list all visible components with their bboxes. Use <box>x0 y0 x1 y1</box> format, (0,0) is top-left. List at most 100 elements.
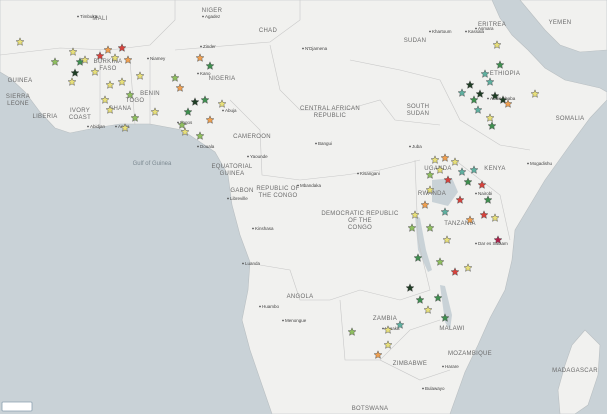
site-marker[interactable] <box>407 223 417 232</box>
site-marker[interactable] <box>498 95 508 104</box>
site-marker[interactable] <box>413 253 423 262</box>
country-label: CENTRAL AFRICAN REPUBLIC <box>300 106 360 119</box>
site-marker[interactable] <box>435 257 445 266</box>
site-marker[interactable] <box>485 77 495 86</box>
map-control[interactable] <box>1 401 33 412</box>
site-marker[interactable] <box>117 77 127 86</box>
site-marker[interactable] <box>395 320 405 329</box>
site-marker[interactable] <box>130 113 140 122</box>
site-marker[interactable] <box>135 71 145 80</box>
site-marker[interactable] <box>347 327 357 336</box>
site-marker[interactable] <box>440 207 450 216</box>
city-dot <box>429 30 431 33</box>
site-marker[interactable] <box>480 69 490 78</box>
site-marker[interactable] <box>469 165 479 174</box>
site-marker[interactable] <box>455 195 465 204</box>
site-marker[interactable] <box>487 121 497 130</box>
site-marker[interactable] <box>483 195 493 204</box>
site-marker[interactable] <box>479 210 489 219</box>
site-marker[interactable] <box>195 131 205 140</box>
country-label: BURKINA FASO <box>94 59 123 72</box>
site-marker[interactable] <box>217 99 227 108</box>
site-marker[interactable] <box>450 267 460 276</box>
site-marker[interactable] <box>90 67 100 76</box>
site-marker[interactable] <box>80 55 90 64</box>
site-marker[interactable] <box>425 170 435 179</box>
site-marker[interactable] <box>443 175 453 184</box>
site-marker[interactable] <box>383 340 393 349</box>
site-marker[interactable] <box>383 325 393 334</box>
country-label: GUINEA <box>8 78 33 84</box>
site-marker[interactable] <box>125 90 135 99</box>
city-label: N'Djamena <box>305 46 328 51</box>
site-marker[interactable] <box>530 89 540 98</box>
site-marker[interactable] <box>435 165 445 174</box>
site-marker[interactable] <box>425 223 435 232</box>
site-marker[interactable] <box>68 47 78 56</box>
site-marker[interactable] <box>373 350 383 359</box>
site-marker[interactable] <box>430 155 440 164</box>
site-marker[interactable] <box>425 185 435 194</box>
site-marker[interactable] <box>183 107 193 116</box>
country-label: CAMEROON <box>233 134 271 140</box>
site-marker[interactable] <box>150 107 160 116</box>
site-marker[interactable] <box>490 91 500 100</box>
site-marker[interactable] <box>103 45 113 54</box>
site-marker[interactable] <box>105 105 115 114</box>
site-marker[interactable] <box>410 210 420 219</box>
site-marker[interactable] <box>485 113 495 122</box>
site-marker[interactable] <box>120 123 130 132</box>
site-marker[interactable] <box>205 115 215 124</box>
site-marker[interactable] <box>190 97 200 106</box>
site-marker[interactable] <box>457 88 467 97</box>
site-marker[interactable] <box>67 77 77 86</box>
country-label: EQUATORIAL GUINEA <box>211 164 252 177</box>
site-marker[interactable] <box>465 80 475 89</box>
site-marker[interactable] <box>475 89 485 98</box>
site-marker[interactable] <box>205 61 215 70</box>
site-marker[interactable] <box>15 37 25 46</box>
city-dot <box>315 142 317 145</box>
site-marker[interactable] <box>100 95 110 104</box>
site-marker[interactable] <box>450 157 460 166</box>
site-marker[interactable] <box>177 120 187 129</box>
site-marker[interactable] <box>495 60 505 69</box>
site-marker[interactable] <box>457 167 467 176</box>
site-marker[interactable] <box>469 95 479 104</box>
site-marker[interactable] <box>123 55 133 64</box>
site-marker[interactable] <box>477 180 487 189</box>
city-dot <box>357 172 359 175</box>
site-marker[interactable] <box>180 127 190 136</box>
site-marker[interactable] <box>493 235 503 244</box>
site-marker[interactable] <box>415 295 425 304</box>
site-marker[interactable] <box>463 263 473 272</box>
site-marker[interactable] <box>405 283 415 292</box>
lake-tanganyika <box>415 215 432 272</box>
site-marker[interactable] <box>170 73 180 82</box>
site-marker[interactable] <box>473 105 483 114</box>
site-marker[interactable] <box>175 83 185 92</box>
site-marker[interactable] <box>433 293 443 302</box>
site-marker[interactable] <box>420 200 430 209</box>
site-marker[interactable] <box>95 51 105 60</box>
site-marker[interactable] <box>440 313 450 322</box>
city-dot <box>297 184 299 187</box>
site-marker[interactable] <box>490 213 500 222</box>
borders <box>0 0 531 381</box>
site-marker[interactable] <box>195 53 205 62</box>
site-marker[interactable] <box>492 40 502 49</box>
site-marker[interactable] <box>70 68 80 77</box>
site-marker[interactable] <box>442 235 452 244</box>
site-marker[interactable] <box>465 215 475 224</box>
site-marker[interactable] <box>110 53 120 62</box>
country-label: DEMOCRATIC REPUBLIC OF THE CONGO <box>321 211 399 231</box>
site-marker[interactable] <box>117 43 127 52</box>
site-marker[interactable] <box>200 95 210 104</box>
site-marker[interactable] <box>105 80 115 89</box>
city-dot <box>259 305 261 308</box>
site-marker[interactable] <box>440 153 450 162</box>
site-marker[interactable] <box>423 305 433 314</box>
site-marker[interactable] <box>463 177 473 186</box>
site-marker[interactable] <box>503 99 513 108</box>
site-marker[interactable] <box>50 57 60 66</box>
